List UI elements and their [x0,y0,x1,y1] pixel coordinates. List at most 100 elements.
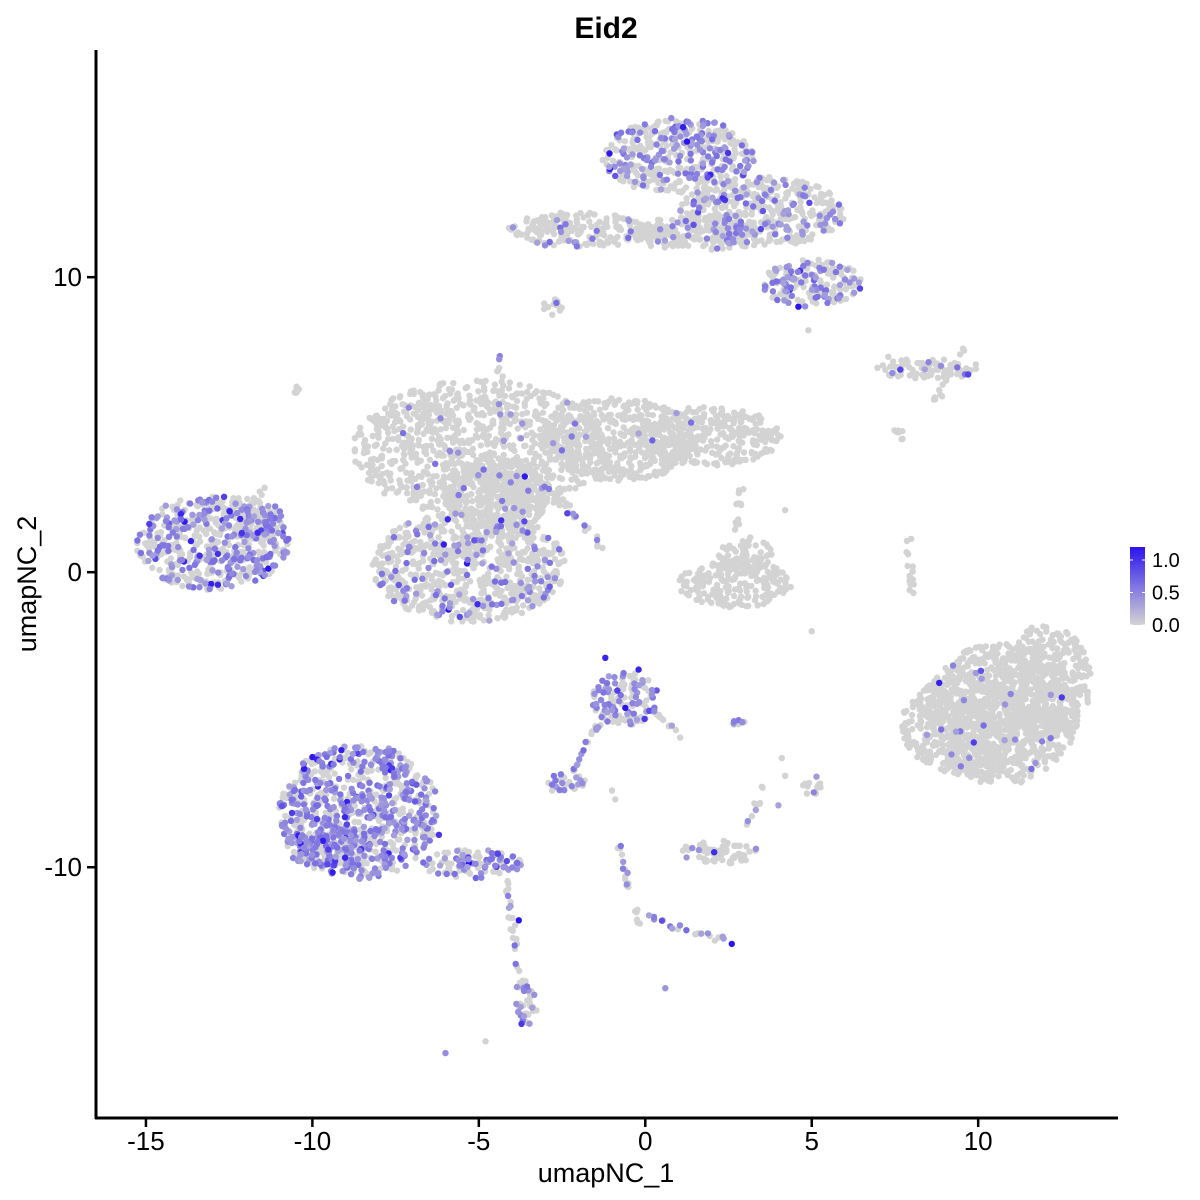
cell-point [560,434,568,441]
cell-point [629,430,636,438]
cell-point [419,481,426,489]
cell-point [460,439,468,447]
cell-point [777,433,784,440]
cell-point [441,392,449,400]
cell-point [620,431,627,439]
cell-point [767,432,775,439]
cell-point [605,411,612,419]
cell-point [374,456,381,464]
cell-point [583,424,591,431]
cell-point [699,432,706,439]
cell-point [536,453,543,460]
cell-point [351,434,358,442]
cell-point [433,473,440,480]
cell-point [733,454,740,462]
cell-point [442,460,449,467]
cell-point [440,493,447,500]
cell-point [510,459,517,466]
cell-point [206,525,214,532]
cell-point [395,434,402,441]
cell-point [533,388,540,395]
cell-point [394,558,401,565]
cell-point [620,453,627,460]
cell-point [722,459,729,466]
cell-point [1017,779,1025,786]
cell-point [470,451,477,459]
cell-point [536,395,543,402]
cell-point [420,395,427,402]
cell-point [573,215,581,223]
cell-point [530,486,538,493]
cell-point [473,377,481,384]
cell-point [216,531,224,538]
cell-point [541,465,548,472]
cell-point [485,404,492,412]
cell-point [539,409,547,416]
cell-point [631,413,638,420]
cell-point [372,556,380,563]
cell-point [594,432,601,440]
cell-point [553,540,560,547]
cell-point [502,490,509,497]
cell-point [701,459,708,466]
cell-point [729,433,736,440]
cell-point [647,242,655,250]
cell-point [501,614,508,621]
cell-point [905,364,913,371]
cell-point [609,464,617,471]
cell-point [510,486,517,493]
cell-point [360,449,368,457]
cell-point [767,446,774,453]
cell-point [462,505,469,512]
cell-point [413,491,420,498]
cell-point [512,526,519,533]
cell-point [506,379,514,386]
cell-point [439,572,446,579]
cell-point [757,549,764,556]
cell-point [452,564,459,572]
cell-point [398,550,406,557]
cell-point [449,424,457,431]
cell-point [748,448,755,456]
cell-point [689,433,696,441]
cell-point [513,397,521,405]
cell-point [730,545,737,553]
cell-point [591,211,598,218]
cell-point [408,435,415,442]
cell-point [559,415,566,423]
cell-point [545,427,553,434]
cell-point [394,488,402,495]
cell-point [477,399,484,406]
cell-point [528,429,535,436]
cell-point [462,384,469,392]
cell-point [783,575,790,582]
cell-point [425,391,433,398]
cell-point [485,432,493,439]
cell-point [179,582,186,590]
cell-point [448,434,456,441]
cell-point [766,236,774,243]
cell-point [587,459,594,466]
cell-point [501,594,508,601]
cell-point [635,474,643,481]
cell-point [726,603,733,611]
cell-point [982,651,990,658]
cell-point [783,190,790,197]
cell-point [473,508,481,516]
cell-point [921,371,928,378]
cell-point [603,219,610,226]
cell-point [791,213,799,221]
cell-point [369,415,376,422]
cell-point [889,358,897,365]
cell-point [572,485,579,492]
cell-point [383,485,391,493]
cell-point [470,483,477,491]
cell-point [713,436,721,443]
cell-point [430,391,438,398]
cell-point [570,461,577,469]
cell-point [550,421,558,429]
cell-point [473,521,480,529]
cell-point [734,557,741,564]
cell-point [513,591,520,598]
cell-point [385,534,392,542]
